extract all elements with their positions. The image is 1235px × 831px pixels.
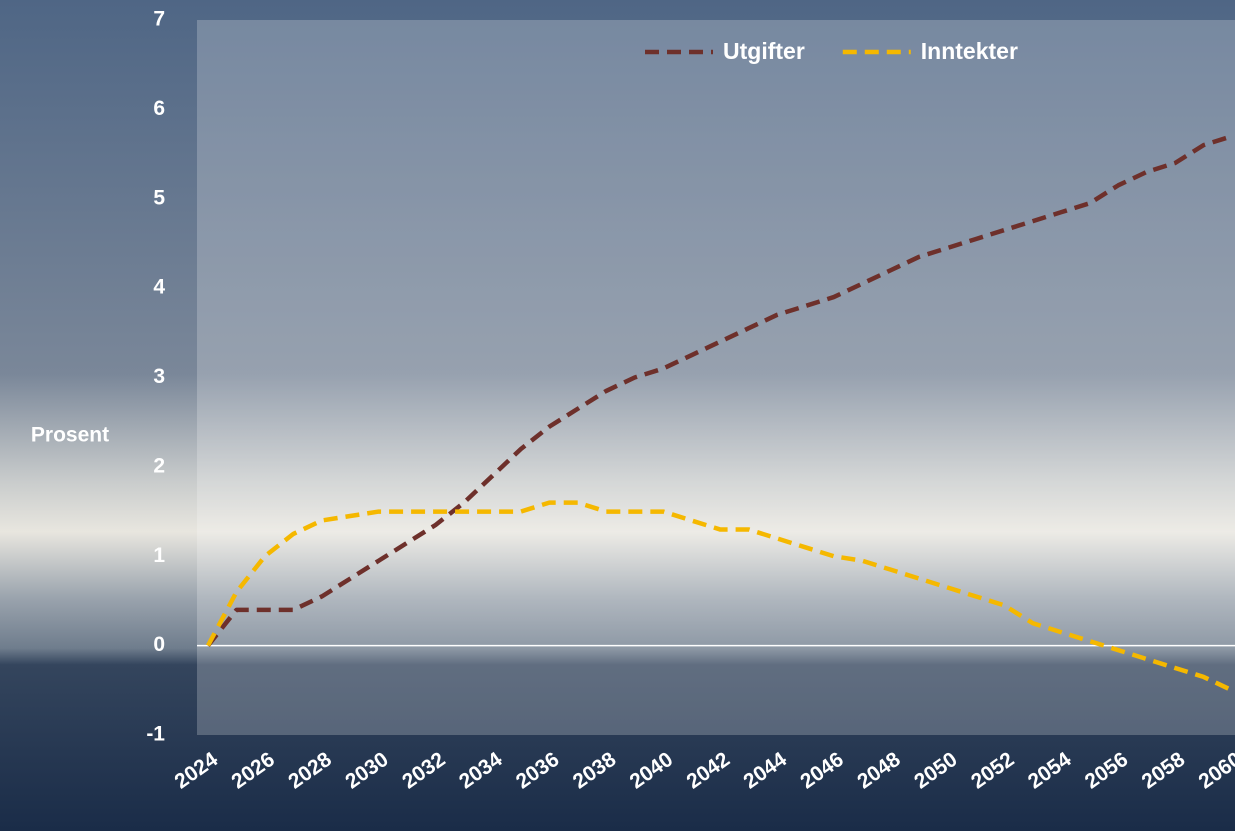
y-tick-label: -1 xyxy=(146,723,165,746)
y-tick-label: 5 xyxy=(153,186,165,209)
y-tick-label: 0 xyxy=(153,633,165,656)
y-tick-label: 7 xyxy=(153,8,165,31)
y-axis-title: Prosent xyxy=(31,424,109,447)
y-tick-label: 6 xyxy=(153,97,165,120)
chart: Prosent -1012345672024202620282030203220… xyxy=(0,0,1235,831)
legend-label: Inntekter xyxy=(921,38,1018,64)
y-tick-label: 2 xyxy=(153,454,165,477)
y-tick-label: 3 xyxy=(153,365,165,388)
legend-label: Utgifter xyxy=(723,38,805,64)
y-tick-label: 1 xyxy=(153,544,165,567)
plot-area xyxy=(197,20,1235,735)
y-tick-label: 4 xyxy=(153,276,165,299)
page: Prosent -1012345672024202620282030203220… xyxy=(0,0,1235,831)
